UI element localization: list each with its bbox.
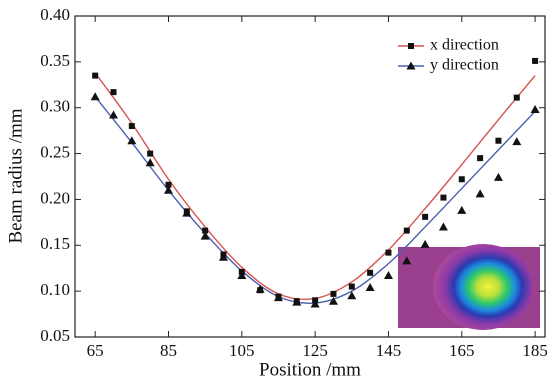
- data-point: [274, 293, 283, 301]
- data-point: [349, 284, 355, 290]
- data-point: [201, 232, 210, 240]
- x-tick-label: 165: [449, 341, 475, 360]
- y-tick-label: 0.40: [40, 5, 70, 24]
- data-point: [110, 89, 116, 95]
- data-point: [91, 92, 100, 100]
- x-axis-title: Position /mm: [259, 359, 361, 380]
- y-tick-label: 0.15: [40, 234, 70, 253]
- data-point: [457, 206, 466, 214]
- data-point: [495, 138, 501, 144]
- data-point: [182, 209, 191, 217]
- data-point: [440, 195, 446, 201]
- x-tick-label: 185: [522, 341, 547, 360]
- legend-text: x direction: [430, 37, 499, 54]
- data-point: [531, 105, 540, 113]
- data-point: [367, 270, 373, 276]
- y-tick-label: 0.10: [40, 280, 70, 299]
- x-tick-label: 105: [229, 341, 255, 360]
- chart: Position /mm Beam radius /mm 65 85 105 125 1…: [0, 0, 547, 385]
- x-tick-label: 125: [302, 341, 328, 360]
- data-point: [459, 176, 465, 182]
- data-point: [129, 123, 135, 129]
- data-point: [385, 250, 391, 256]
- y-axis-title: Beam radius /mm: [5, 108, 26, 243]
- inset-image: [398, 244, 540, 330]
- data-point: [514, 95, 520, 101]
- data-point: [256, 285, 265, 293]
- y-tick-label: 0.25: [40, 142, 70, 161]
- data-point: [512, 137, 521, 145]
- y-tick-label: 0.35: [40, 51, 70, 70]
- x-tick-label: 85: [160, 341, 177, 360]
- data-point: [532, 58, 538, 64]
- data-point: [404, 228, 410, 234]
- data-point: [127, 136, 136, 144]
- legend-text: y direction: [430, 57, 499, 74]
- x-tick-label: 145: [376, 341, 402, 360]
- legend-marker: [408, 43, 414, 49]
- data-point: [237, 271, 246, 279]
- data-point: [494, 173, 503, 181]
- data-point: [384, 271, 393, 279]
- y-tick-label: 0.20: [40, 188, 70, 207]
- x-tick-label: 65: [87, 341, 104, 360]
- data-point: [366, 283, 375, 291]
- data-point: [476, 189, 485, 197]
- data-point: [439, 222, 448, 230]
- data-point: [92, 73, 98, 79]
- y-tick-label: 0.30: [40, 97, 70, 116]
- data-point: [422, 214, 428, 220]
- y-tick-label: 0.05: [40, 326, 70, 345]
- data-point: [147, 151, 153, 157]
- data-point: [477, 155, 483, 161]
- data-point: [330, 291, 336, 297]
- data-point: [421, 240, 430, 248]
